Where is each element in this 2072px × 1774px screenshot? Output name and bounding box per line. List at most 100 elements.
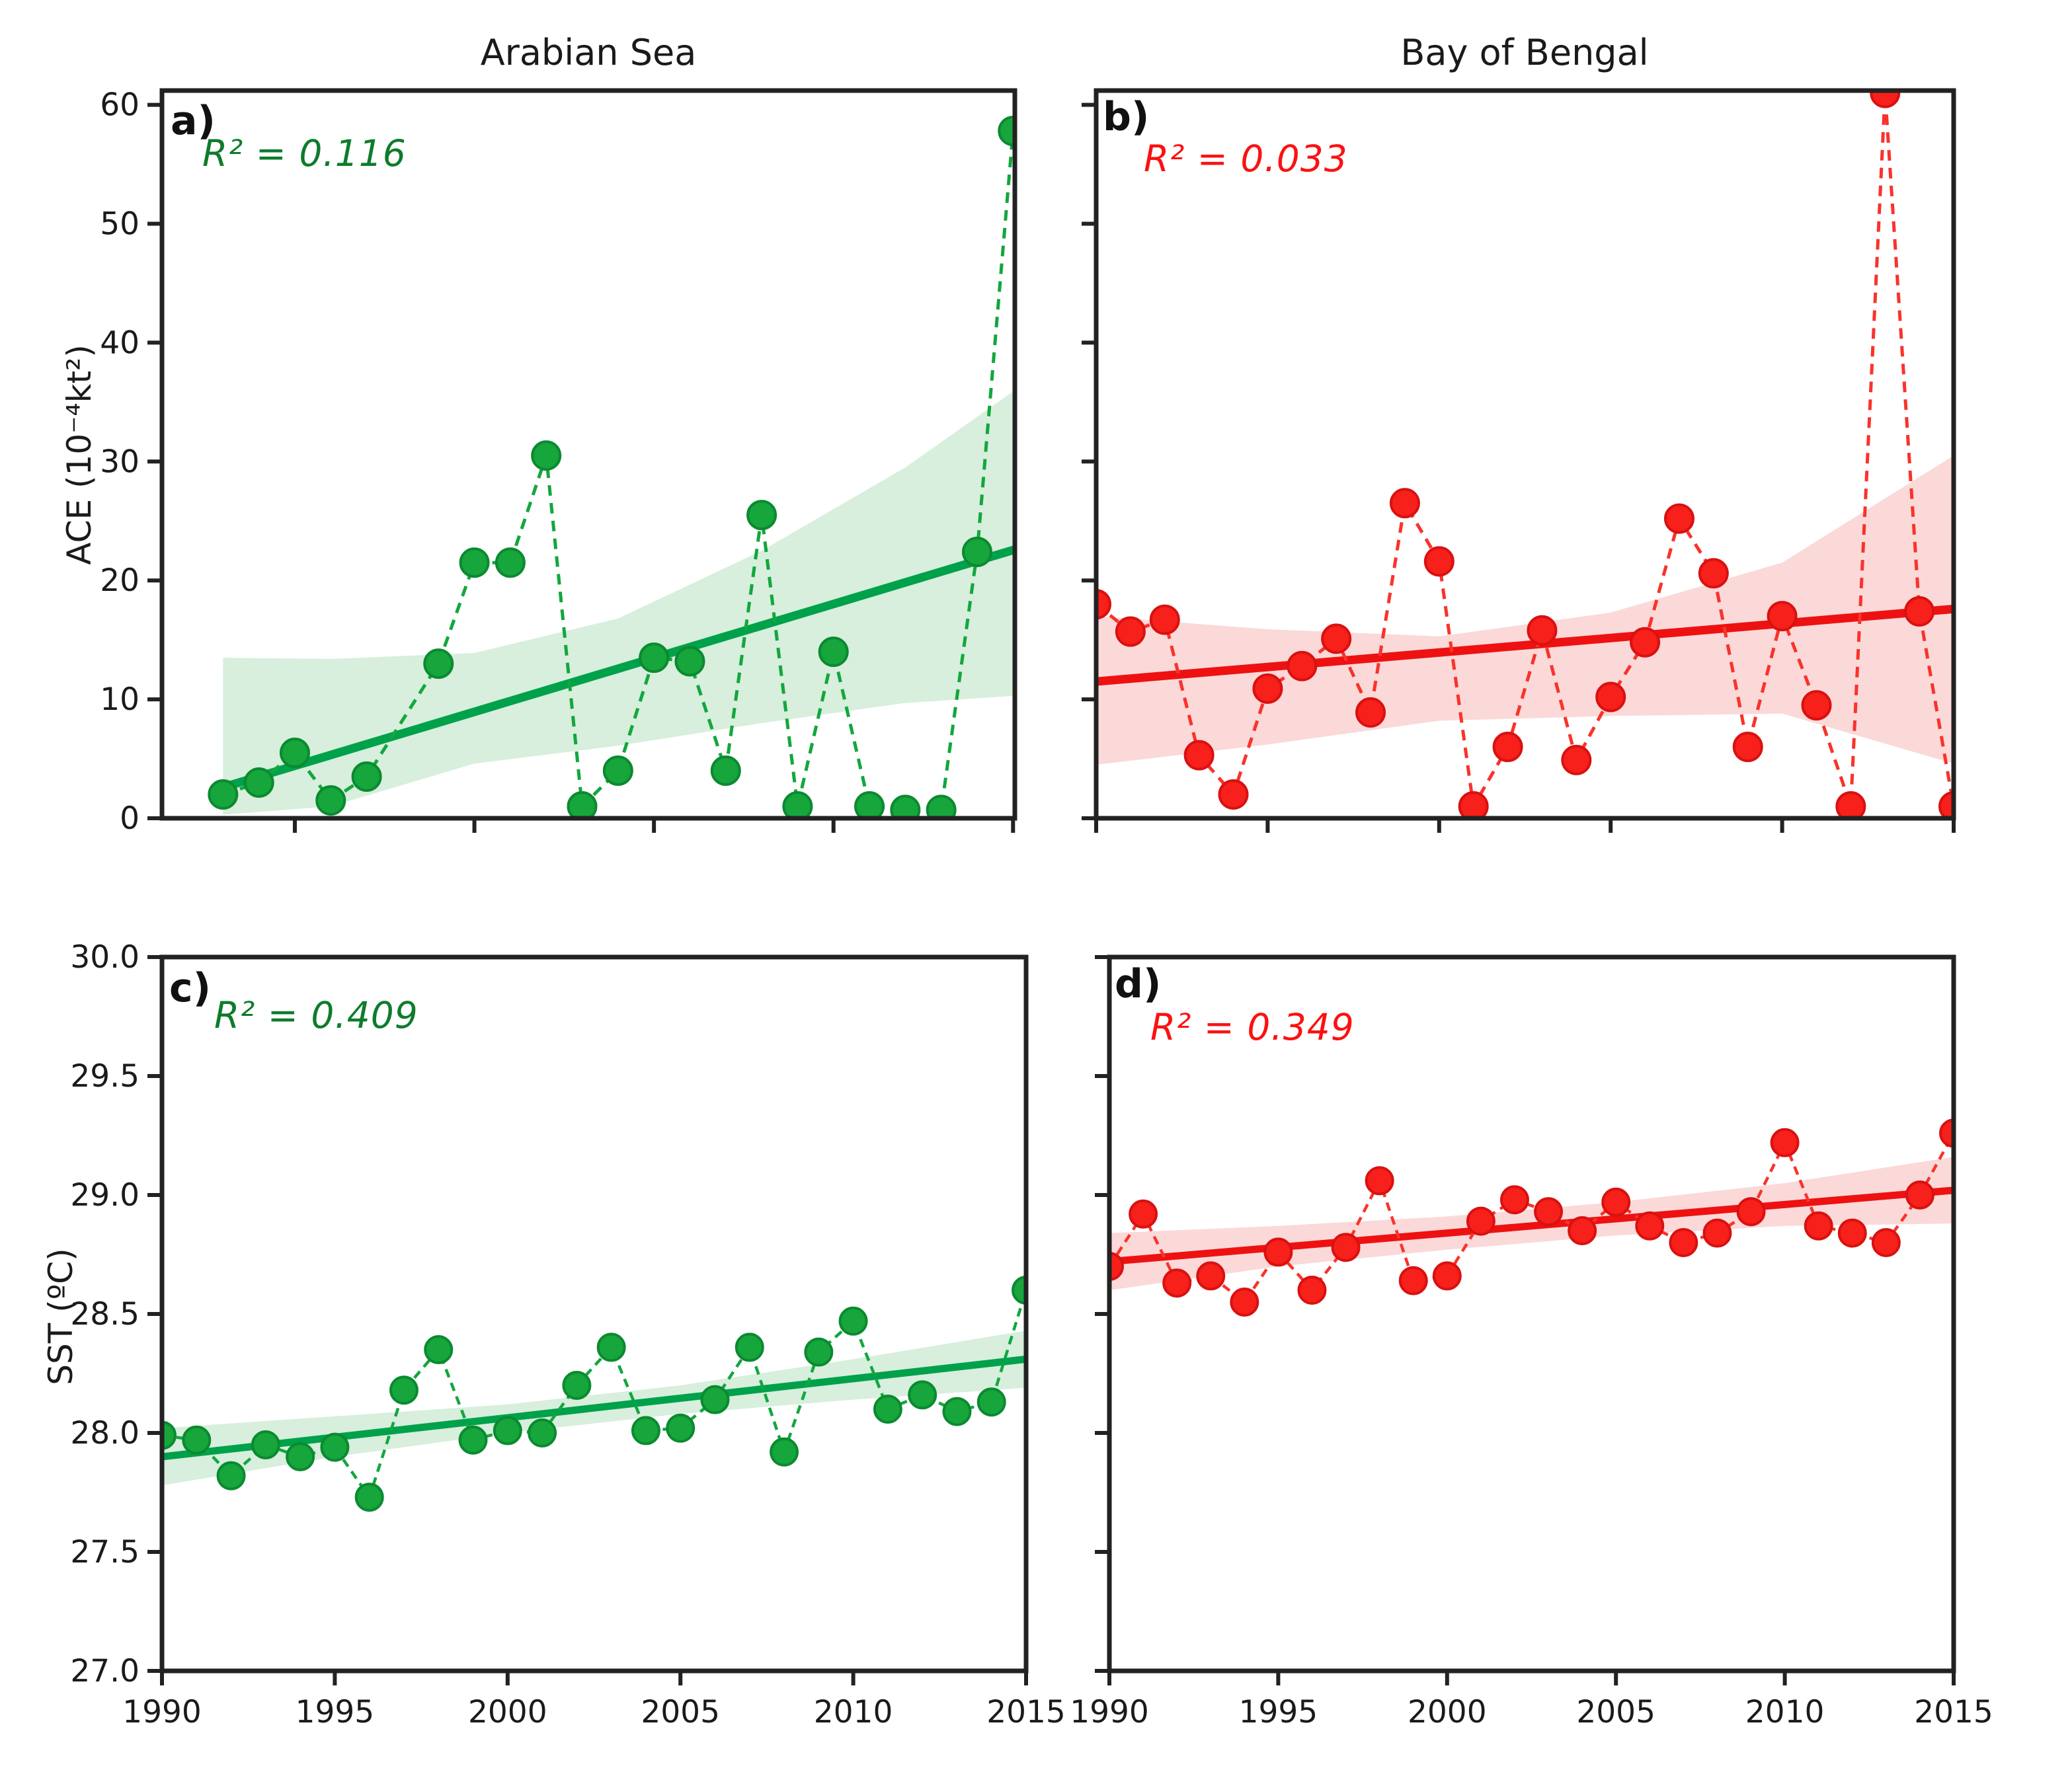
data-point	[1109, 1252, 1124, 1281]
data-point	[251, 1430, 280, 1459]
panel-label-a: a)	[171, 98, 216, 144]
data-point	[666, 1413, 696, 1443]
panel-d-plot-area	[1109, 1118, 1954, 1317]
y-tick-label: 50	[100, 206, 139, 242]
data-point	[1669, 1228, 1698, 1257]
data-point	[286, 1442, 315, 1471]
data-point	[639, 642, 670, 674]
data-point	[567, 791, 598, 818]
data-point	[1297, 1276, 1327, 1305]
data-point	[890, 794, 921, 818]
axes-frame	[159, 954, 1029, 1674]
data-point	[1321, 623, 1352, 654]
data-point	[1939, 1118, 1954, 1148]
data-point	[782, 791, 813, 818]
data-point	[1732, 732, 1763, 763]
x-tick-label: 2000	[1408, 1694, 1487, 1730]
data-point	[674, 646, 705, 677]
x-tick-label: 2010	[814, 1694, 893, 1730]
data-point	[1096, 589, 1111, 620]
x-tick-label: 2005	[1576, 1694, 1655, 1730]
y-axis-label-ace: ACE (10⁻⁴kt²)	[60, 344, 99, 565]
data-point	[208, 779, 239, 810]
data-point	[1432, 1261, 1462, 1291]
x-tick-label: 2010	[1745, 1694, 1825, 1730]
data-point	[1698, 558, 1729, 589]
data-point	[1904, 596, 1935, 627]
data-point	[1499, 1185, 1529, 1215]
data-point	[1871, 1228, 1901, 1257]
y-tick-label: 60	[100, 87, 139, 124]
data-point	[1804, 1211, 1833, 1241]
data-point	[1252, 673, 1283, 704]
data-point	[1601, 1187, 1631, 1217]
r-squared-label-a: R² = 0.116	[202, 132, 407, 174]
trend-line	[1096, 604, 1954, 686]
confidence-band	[223, 390, 1015, 815]
data-point	[279, 738, 310, 769]
y-tick-label: 27.0	[70, 1653, 139, 1689]
data-line	[1096, 93, 1954, 812]
data-point	[493, 1416, 522, 1446]
panel-label-c: c)	[169, 965, 211, 1011]
trend-line	[218, 545, 1015, 792]
data-point	[804, 1337, 834, 1367]
data-point	[1767, 601, 1798, 632]
data-points	[208, 116, 1015, 818]
data-point	[1736, 1197, 1766, 1227]
panel-b-plot-area	[1096, 91, 1954, 818]
panel-a-plot-area	[208, 116, 1015, 818]
axes-frame	[1094, 88, 1956, 821]
data-point	[1149, 604, 1180, 635]
data-point	[1702, 1218, 1732, 1248]
data-point	[1630, 627, 1661, 658]
data-point	[1534, 1197, 1564, 1227]
data-point	[1398, 1266, 1428, 1295]
data-point	[596, 1332, 626, 1362]
data-point	[1365, 1166, 1394, 1196]
trend-line	[1109, 1186, 1954, 1266]
axis-ticks	[1082, 102, 1956, 833]
data-point	[908, 1380, 937, 1410]
data-point	[495, 547, 526, 578]
data-point	[1561, 744, 1592, 775]
data-point	[1196, 1261, 1226, 1291]
data-point	[216, 1461, 246, 1490]
data-point	[770, 1437, 799, 1467]
data-points	[1109, 1118, 1954, 1317]
data-point	[423, 648, 454, 679]
data-point	[162, 1420, 177, 1450]
data-points	[1096, 91, 1954, 818]
data-point	[1263, 1237, 1293, 1267]
data-line	[162, 1290, 1026, 1501]
y-tick-label: 30	[100, 444, 139, 480]
panel-label-d: d)	[1115, 961, 1162, 1007]
axis-ticks: 1990 1995 2000 2005 2010 2015 27.0 27.5 28.0 28.5…	[70, 939, 1065, 1730]
data-point	[1423, 546, 1454, 577]
axes-frame	[159, 88, 1017, 821]
data-point	[1012, 1276, 1026, 1305]
data-point	[1837, 1218, 1867, 1248]
data-point	[1218, 779, 1249, 810]
data-point	[182, 1425, 212, 1455]
data-point	[1389, 488, 1420, 519]
panel-c-plot-area	[162, 1276, 1026, 1512]
data-point	[838, 1306, 868, 1336]
data-point	[320, 1432, 350, 1462]
x-tick-label: 1995	[1239, 1694, 1318, 1730]
y-tick-label: 20	[100, 562, 139, 599]
y-axis-label-sst: SST (ºC)	[42, 1248, 80, 1385]
x-tick-label: 2015	[986, 1694, 1066, 1730]
data-point	[351, 761, 382, 792]
data-point	[315, 785, 346, 816]
y-tick-label: 28.0	[70, 1415, 139, 1451]
data-point	[746, 500, 777, 531]
data-point	[1162, 1268, 1192, 1298]
panel-label-b: b)	[1103, 94, 1150, 140]
y-tick-label: 30.0	[70, 939, 139, 976]
confidence-band	[1096, 455, 1954, 765]
column-title-arabian-sea: Arabian Sea	[480, 32, 697, 73]
y-tick-label: 40	[100, 325, 139, 361]
